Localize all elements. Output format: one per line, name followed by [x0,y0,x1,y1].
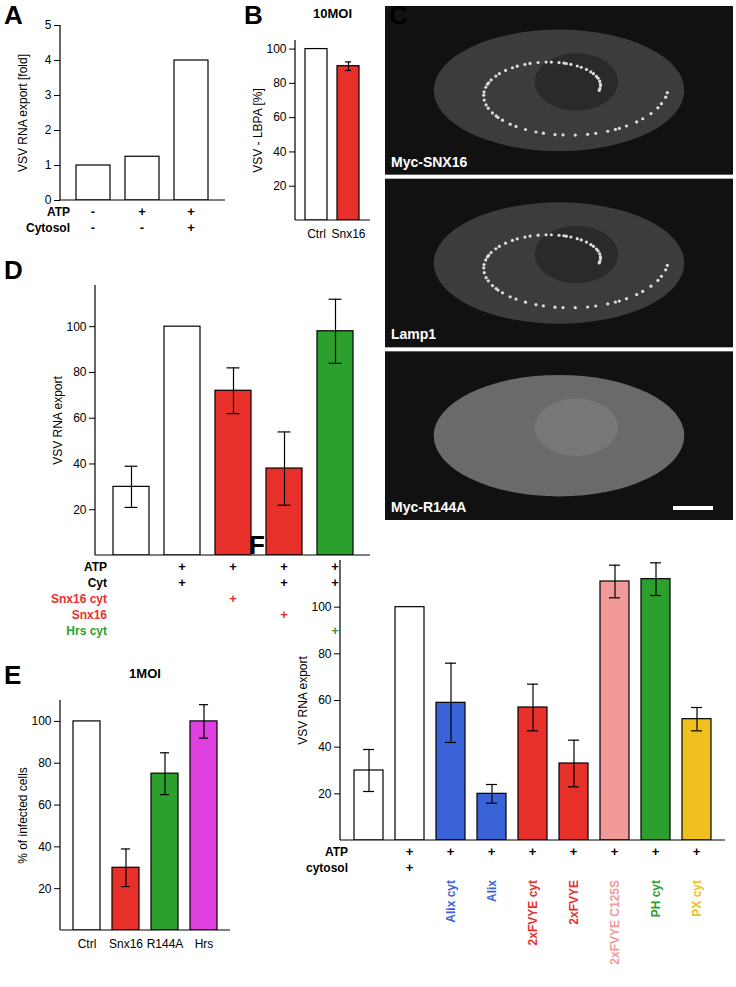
svg-text:+: + [693,844,701,859]
svg-text:R144A: R144A [147,937,184,951]
svg-text:ATP: ATP [84,560,107,574]
svg-text:1MOI: 1MOI [129,666,161,681]
svg-text:100: 100 [311,600,331,614]
svg-text:+: + [611,844,619,859]
svg-text:5: 5 [45,18,52,32]
svg-text:+: + [187,220,195,235]
svg-text:PX cyt: PX cyt [690,880,704,917]
svg-text:+: + [229,559,237,574]
svg-text:+: + [652,844,660,859]
svg-text:2xFVYE C125S: 2xFVYE C125S [608,880,622,965]
svg-text:1: 1 [45,158,52,172]
svg-text:4: 4 [45,53,52,67]
svg-text:ATP: ATP [325,845,348,859]
svg-text:Alix cyt: Alix cyt [444,880,458,923]
svg-text:-: - [91,220,95,235]
svg-text:0: 0 [44,193,52,208]
svg-text:Snx16: Snx16 [109,937,143,951]
svg-text:-: - [91,204,95,219]
svg-text:-: - [140,220,144,235]
svg-text:Snx16 cyt: Snx16 cyt [51,592,107,606]
svg-text:+: + [229,591,237,606]
html-text:A: A [4,0,23,30]
svg-text:80: 80 [73,365,87,379]
svg-text:Lamp1: Lamp1 [391,326,436,342]
svg-text:+: + [447,844,455,859]
svg-text:VSV RNA export [fold]: VSV RNA export [fold] [16,54,30,172]
svg-text:20: 20 [273,179,287,193]
svg-text:Snx16: Snx16 [331,227,365,241]
svg-text:Myc-SNX16: Myc-SNX16 [391,154,467,170]
svg-text:2xFVYE cyt: 2xFVYE cyt [526,880,540,945]
svg-text:+: + [178,559,186,574]
svg-text:40: 40 [318,740,332,754]
html-text:C: C [389,0,408,30]
svg-text:+: + [280,559,288,574]
svg-text:ATP: ATP [47,205,70,219]
svg-text:+: + [280,607,288,622]
svg-text:20: 20 [73,503,87,517]
svg-text:Ctrl: Ctrl [307,227,326,241]
svg-text:60: 60 [73,411,87,425]
svg-text:100: 100 [31,714,51,728]
svg-text:2xFVYE: 2xFVYE [567,880,581,925]
svg-text:VSV RNA export: VSV RNA export [296,655,310,744]
svg-text:80: 80 [273,76,287,90]
svg-text:20: 20 [318,787,332,801]
html-text:B: B [244,0,263,30]
svg-text:Hrs: Hrs [195,937,214,951]
svg-text:Cyt: Cyt [88,576,107,590]
svg-text:Ctrl: Ctrl [78,937,97,951]
svg-text:60: 60 [38,798,52,812]
svg-text:VSV - LBPA [%]: VSV - LBPA [%] [251,88,265,172]
html-text:F: F [249,530,265,560]
svg-text:+: + [331,623,339,638]
svg-text:+: + [138,204,146,219]
svg-text:100: 100 [66,320,86,334]
svg-text:+: + [488,844,496,859]
html-text:D: D [4,255,23,285]
svg-text:+: + [280,575,288,590]
svg-text:+: + [178,575,186,590]
svg-text:cytosol: cytosol [306,861,348,875]
svg-text:100: 100 [266,42,286,56]
svg-text:60: 60 [273,110,287,124]
svg-text:+: + [529,844,537,859]
svg-text:Snx16: Snx16 [72,608,108,622]
svg-text:Hrs cyt: Hrs cyt [66,624,107,638]
svg-text:40: 40 [73,457,87,471]
svg-text:80: 80 [38,756,52,770]
svg-text:+: + [406,844,414,859]
svg-text:Alix: Alix [485,880,499,902]
svg-text:40: 40 [273,145,287,159]
svg-text:60: 60 [318,693,332,707]
svg-text:40: 40 [38,840,52,854]
svg-text:+: + [331,575,339,590]
svg-text:Cytosol: Cytosol [26,221,70,235]
svg-text:Myc-R144A: Myc-R144A [391,499,466,515]
svg-text:80: 80 [318,647,332,661]
svg-text:+: + [570,844,578,859]
svg-text:20: 20 [38,882,52,896]
svg-text:PH cyt: PH cyt [649,880,663,917]
svg-text:2: 2 [45,123,52,137]
svg-text:+: + [187,204,195,219]
svg-text:% of infected cells: % of infected cells [16,767,30,864]
svg-text:10MOI: 10MOI [313,6,352,21]
svg-text:+: + [331,559,339,574]
svg-text:VSV RNA export: VSV RNA export [51,375,65,464]
svg-text:3: 3 [45,88,52,102]
svg-text:+: + [406,860,414,875]
html-text:E: E [4,660,22,690]
